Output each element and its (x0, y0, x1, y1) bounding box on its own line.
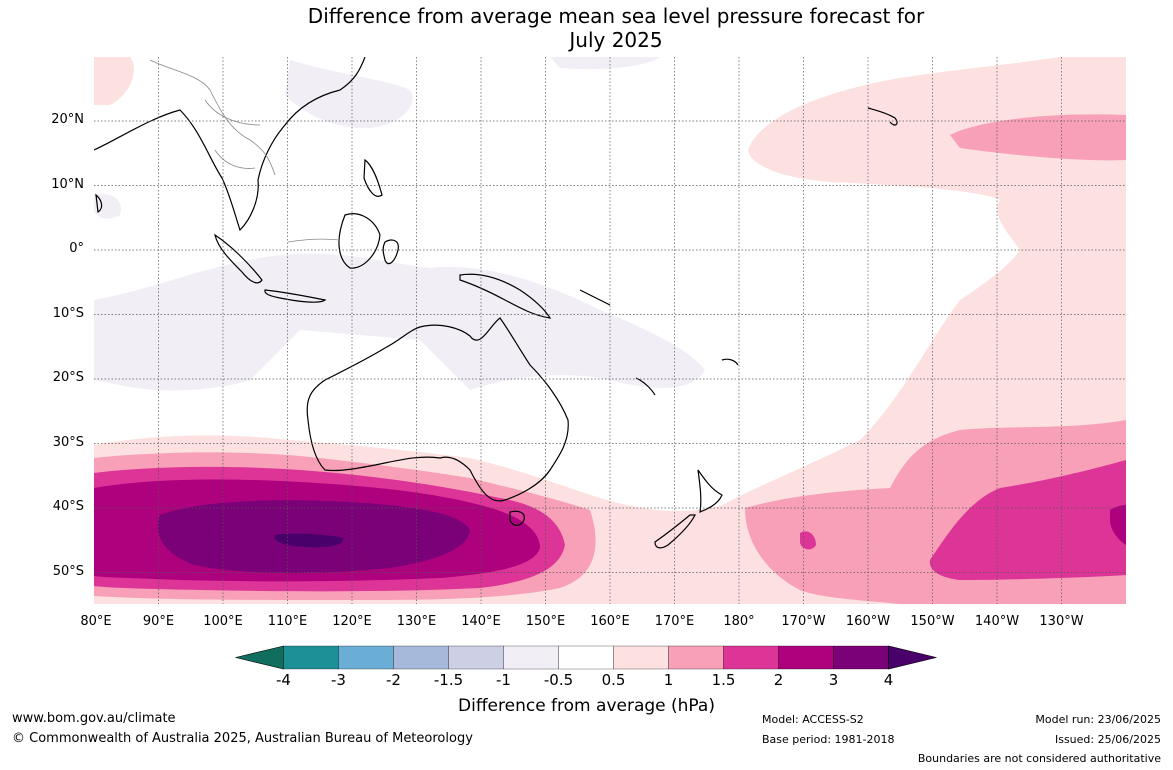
lon-label-170e: 170°E (654, 614, 695, 629)
lat-label-30s: 30°S (52, 435, 84, 450)
lon-label-150e: 150°E (525, 614, 566, 629)
colorbar-segment (613, 645, 669, 670)
new-guinea-coastline (459, 273, 552, 319)
colorbar-tick: -0.5 (543, 671, 574, 689)
colorbar-segment (503, 645, 559, 670)
australia-coastline (306, 317, 569, 502)
lat-label-40s: 40°S (52, 499, 84, 514)
colorbar-tick: 3 (828, 671, 839, 689)
colorbar-extend-min (235, 645, 284, 670)
new-caledonia-coastline (635, 377, 656, 396)
lat-label-20n: 20°N (51, 112, 84, 127)
lat-label-0: 0° (69, 241, 84, 256)
title-line-2: July 2025 (569, 28, 663, 52)
colorbar-tick: 1.5 (711, 671, 736, 689)
nz-south-coastline (654, 514, 696, 549)
country-borders (149, 59, 341, 243)
philippines-coastline (363, 158, 383, 197)
sri-lanka-coastline (95, 193, 103, 214)
sulawesi-coastline (382, 239, 399, 265)
lat-label-10n: 10°N (51, 177, 84, 192)
lon-label-140e: 140°E (461, 614, 501, 629)
graticule (94, 57, 1126, 604)
colorbar-segment (778, 645, 834, 670)
lon-label-130w: 130°W (1039, 614, 1084, 629)
colorbar-segment (338, 645, 394, 670)
colorbar-segment (393, 645, 449, 670)
lon-label-150w: 150°W (910, 614, 955, 629)
lon-label-160w: 160°W (845, 614, 891, 629)
footer-base-period: Base period: 1981-2018 (762, 733, 895, 746)
lon-label-160e: 160°E (590, 614, 630, 629)
colorbar-tick: 4 (883, 671, 894, 689)
footer-issued: Issued: 25/06/2025 (1054, 733, 1161, 746)
colorbar-segment (558, 645, 614, 670)
colorbar-tick: -1 (496, 671, 511, 689)
colorbar-segment (448, 645, 504, 670)
tasmania-coastline (509, 510, 525, 526)
hawaii-coastline (867, 107, 898, 126)
asia-coastline (94, 57, 366, 232)
colorbar-tick: -2 (386, 671, 401, 689)
colorbar-extend-max (888, 645, 937, 670)
footer-copyright: © Commonwealth of Australia 2025, Austra… (12, 731, 473, 746)
colorbar-tick: 1 (663, 671, 674, 689)
colorbar-label: Difference from average (hPa) (458, 696, 715, 716)
footer-url: www.bom.gov.au/climate (12, 711, 176, 726)
lon-label-90e: 90°E (142, 614, 175, 629)
footer-model: Model: ACCESS-S2 (762, 713, 864, 726)
contour-neg-0.5 (94, 57, 705, 604)
lon-label-170w: 170°W (781, 614, 826, 629)
colorbar-tick: 2 (773, 671, 784, 689)
colorbar-tick: -1.5 (433, 671, 464, 689)
colorbar-segments (235, 645, 937, 670)
fiji-coastline (721, 358, 739, 366)
chart-title: Difference from average mean sea level p… (0, 4, 1173, 52)
solomon-coastline (579, 289, 611, 306)
contour-pos-4 (274, 533, 344, 548)
colorbar-tick: 0.5 (601, 671, 626, 689)
lat-label-50s: 50°S (52, 564, 84, 579)
lon-label-140w: 140°W (974, 614, 1020, 629)
colorbar-segment (723, 645, 779, 670)
footer-disclaimer: Boundaries are not considered authoritat… (917, 752, 1161, 765)
colorbar-tick: -3 (331, 671, 346, 689)
lat-label-10s: 10°S (52, 306, 84, 321)
borneo-coastline (338, 213, 381, 269)
lon-label-120e: 120°E (332, 614, 372, 629)
colorbar-tick: -4 (276, 671, 291, 689)
java-coastline (264, 289, 327, 303)
lon-label-180: 180° (723, 614, 755, 629)
coastlines (94, 57, 898, 549)
colorbar-segment (833, 645, 889, 670)
sumatra-coastline (214, 233, 263, 284)
lon-label-100e: 100°E (203, 614, 243, 629)
lon-label-110e: 110°E (267, 614, 308, 629)
lon-label-80e: 80°E (80, 614, 112, 629)
colorbar-segment (668, 645, 724, 670)
footer-model-run: Model run: 23/06/2025 (1035, 713, 1161, 726)
lat-label-20s: 20°S (52, 370, 84, 385)
title-line-1: Difference from average mean sea level p… (307, 4, 925, 28)
colorbar-segment (283, 645, 339, 670)
lon-label-130e: 130°E (396, 614, 437, 629)
nz-north-coastline (697, 469, 723, 513)
